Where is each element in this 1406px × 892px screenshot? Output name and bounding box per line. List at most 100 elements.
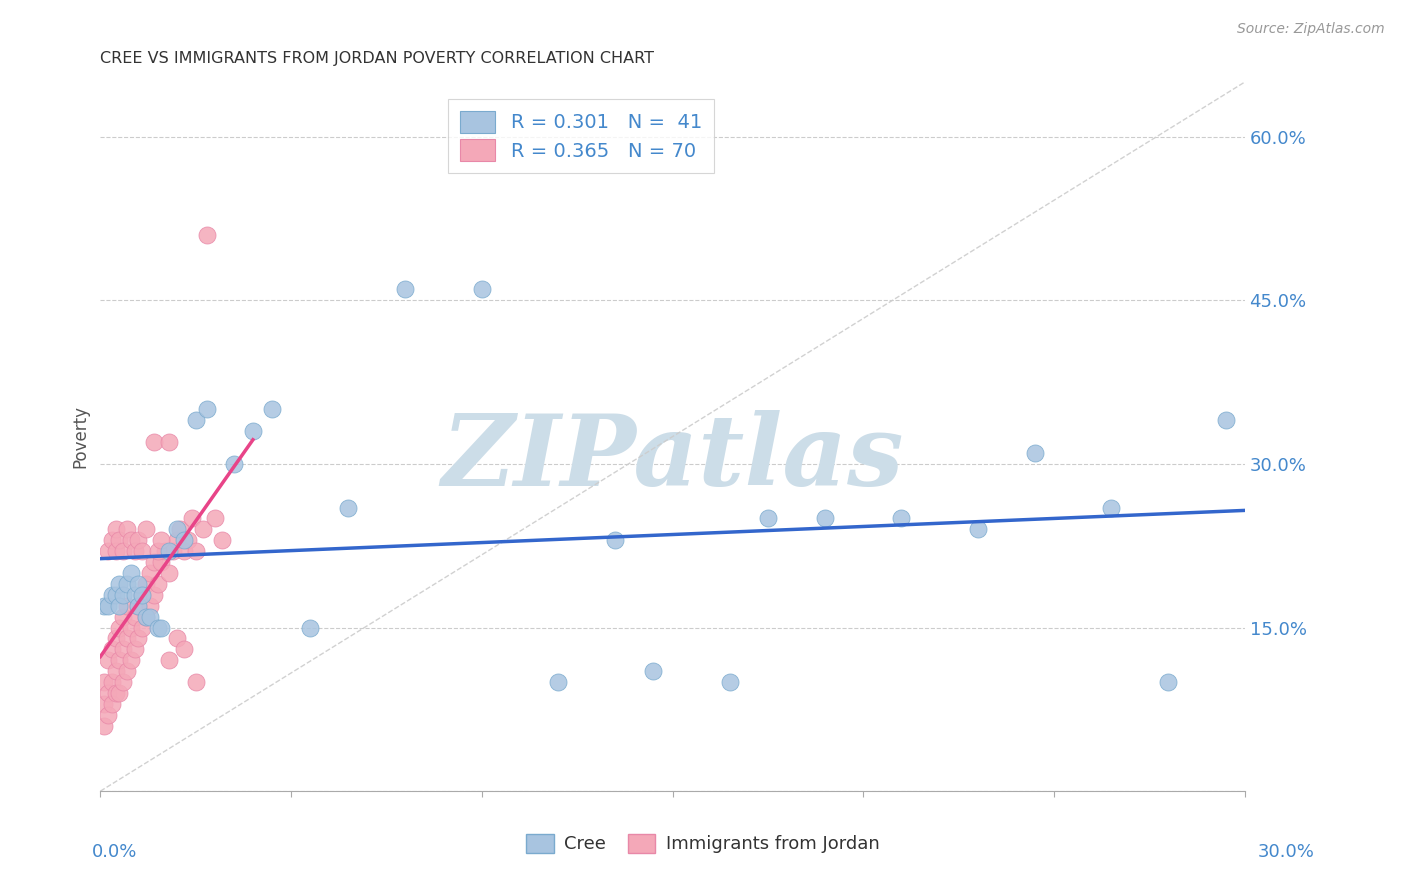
Point — [146, 577, 169, 591]
Point — [108, 577, 131, 591]
Point — [128, 599, 150, 613]
Point — [104, 522, 127, 536]
Point — [120, 533, 142, 548]
Point — [142, 555, 165, 569]
Point — [814, 511, 837, 525]
Point — [97, 599, 120, 613]
Point — [166, 522, 188, 536]
Point — [124, 609, 146, 624]
Point — [135, 609, 157, 624]
Point — [101, 642, 124, 657]
Point — [394, 282, 416, 296]
Point — [131, 544, 153, 558]
Point — [211, 533, 233, 548]
Point — [128, 632, 150, 646]
Point — [97, 544, 120, 558]
Point — [108, 653, 131, 667]
Point — [131, 588, 153, 602]
Point — [128, 533, 150, 548]
Point — [139, 566, 162, 580]
Point — [124, 642, 146, 657]
Point — [1099, 500, 1122, 515]
Point — [135, 577, 157, 591]
Point — [195, 402, 218, 417]
Point — [112, 642, 135, 657]
Point — [756, 511, 779, 525]
Point — [966, 522, 988, 536]
Point — [718, 675, 741, 690]
Point — [115, 599, 138, 613]
Point — [180, 511, 202, 525]
Point — [222, 457, 245, 471]
Point — [108, 599, 131, 613]
Point — [166, 632, 188, 646]
Point — [112, 675, 135, 690]
Point — [547, 675, 569, 690]
Point — [157, 566, 180, 580]
Y-axis label: Poverty: Poverty — [72, 405, 89, 468]
Text: 0.0%: 0.0% — [91, 843, 136, 861]
Point — [177, 533, 200, 548]
Point — [184, 544, 207, 558]
Point — [169, 522, 191, 536]
Point — [139, 599, 162, 613]
Point — [93, 675, 115, 690]
Point — [150, 621, 173, 635]
Point — [128, 577, 150, 591]
Point — [131, 588, 153, 602]
Point — [142, 588, 165, 602]
Point — [605, 533, 627, 548]
Point — [195, 227, 218, 242]
Point — [135, 609, 157, 624]
Point — [193, 522, 215, 536]
Point — [124, 544, 146, 558]
Point — [104, 664, 127, 678]
Point — [112, 544, 135, 558]
Point — [101, 533, 124, 548]
Point — [104, 544, 127, 558]
Point — [204, 511, 226, 525]
Point — [115, 522, 138, 536]
Point — [93, 697, 115, 711]
Point — [112, 588, 135, 602]
Point — [643, 664, 665, 678]
Point — [115, 577, 138, 591]
Point — [337, 500, 360, 515]
Legend: Cree, Immigrants from Jordan: Cree, Immigrants from Jordan — [519, 826, 887, 861]
Point — [471, 282, 494, 296]
Point — [104, 588, 127, 602]
Point — [153, 544, 176, 558]
Point — [260, 402, 283, 417]
Point — [173, 533, 195, 548]
Point — [184, 413, 207, 427]
Text: CREE VS IMMIGRANTS FROM JORDAN POVERTY CORRELATION CHART: CREE VS IMMIGRANTS FROM JORDAN POVERTY C… — [100, 51, 654, 66]
Point — [173, 544, 195, 558]
Point — [166, 533, 188, 548]
Point — [131, 621, 153, 635]
Point — [120, 653, 142, 667]
Point — [124, 588, 146, 602]
Point — [157, 544, 180, 558]
Point — [1215, 413, 1237, 427]
Point — [101, 588, 124, 602]
Point — [120, 621, 142, 635]
Point — [115, 664, 138, 678]
Point — [184, 675, 207, 690]
Point — [120, 566, 142, 580]
Legend: R = 0.301   N =  41, R = 0.365   N = 70: R = 0.301 N = 41, R = 0.365 N = 70 — [449, 99, 713, 173]
Point — [890, 511, 912, 525]
Text: ZIPatlas: ZIPatlas — [441, 409, 904, 506]
Point — [157, 653, 180, 667]
Point — [146, 544, 169, 558]
Point — [173, 642, 195, 657]
Point — [242, 424, 264, 438]
Point — [108, 533, 131, 548]
Point — [135, 522, 157, 536]
Point — [1157, 675, 1180, 690]
Point — [97, 653, 120, 667]
Text: 30.0%: 30.0% — [1258, 843, 1315, 861]
Point — [104, 686, 127, 700]
Point — [1024, 446, 1046, 460]
Point — [128, 599, 150, 613]
Point — [108, 686, 131, 700]
